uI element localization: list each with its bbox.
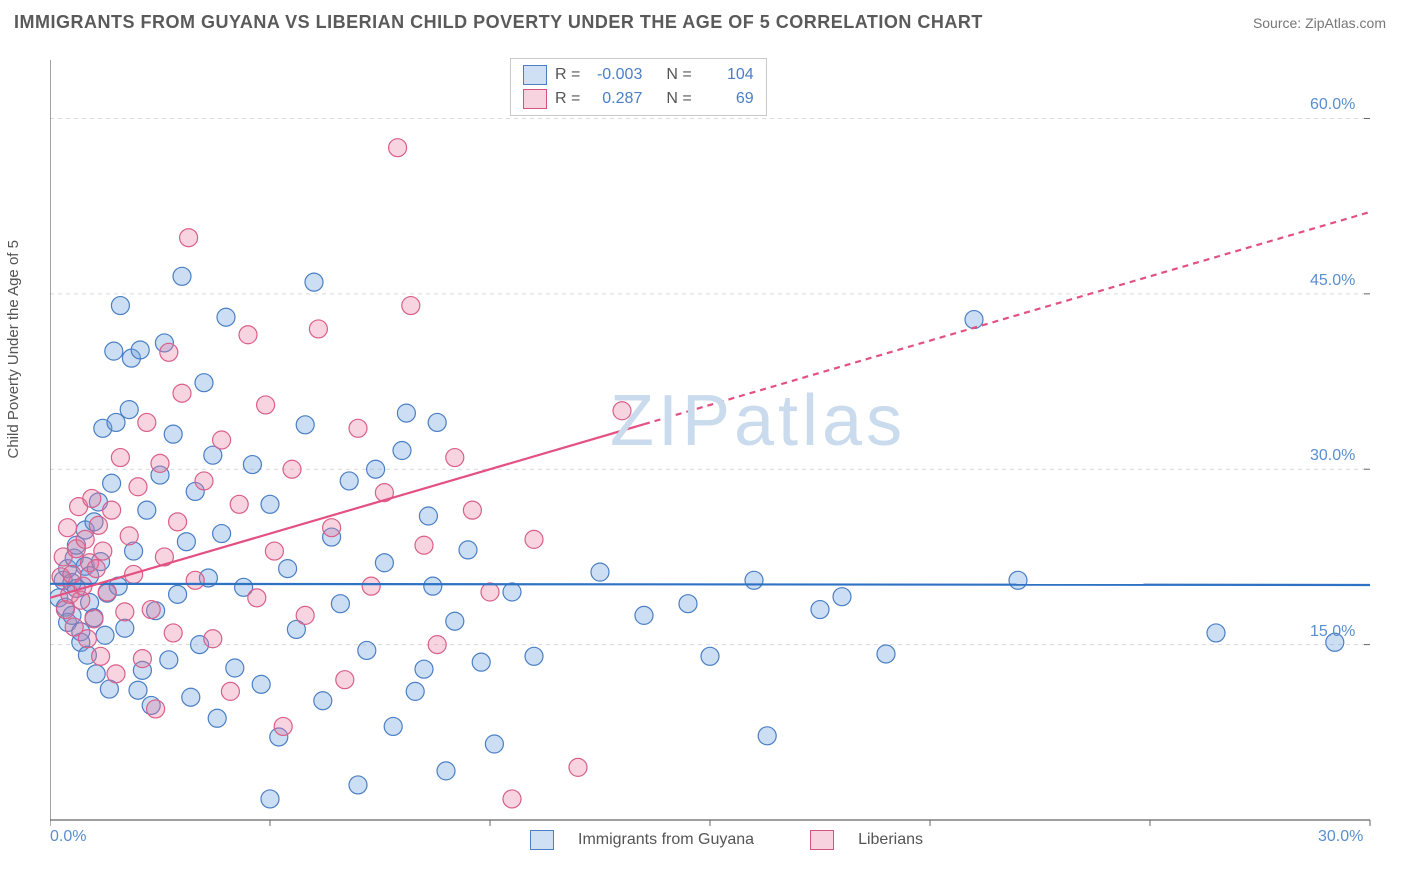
correlation-stats-box: R = -0.003 N = 104 R = 0.287 N = 69	[510, 58, 767, 116]
swatch-icon	[523, 65, 547, 85]
r-label: R =	[555, 87, 580, 111]
legend-label: Immigrants from Guyana	[578, 831, 754, 849]
r-label: R =	[555, 63, 580, 87]
y-tick-label: 30.0%	[1310, 447, 1355, 465]
scatter-plot	[50, 50, 1380, 850]
n-value: 104	[700, 63, 754, 87]
y-tick-label: 45.0%	[1310, 272, 1355, 290]
n-label: N =	[666, 63, 691, 87]
legend-label: Liberians	[858, 831, 923, 849]
source-attribution: Source: ZipAtlas.com	[1253, 15, 1386, 31]
y-axis-label: Child Poverty Under the Age of 5	[5, 240, 22, 458]
chart-title: IMMIGRANTS FROM GUYANA VS LIBERIAN CHILD…	[14, 12, 983, 33]
swatch-icon	[523, 89, 547, 109]
swatch-icon	[530, 830, 554, 850]
chart-header: IMMIGRANTS FROM GUYANA VS LIBERIAN CHILD…	[0, 0, 1406, 41]
chart-container: Child Poverty Under the Age of 5 ZIPatla…	[50, 50, 1380, 850]
r-value: 0.287	[588, 87, 642, 111]
x-tick-label: 0.0%	[50, 828, 86, 846]
swatch-icon	[810, 830, 834, 850]
n-label: N =	[666, 87, 691, 111]
n-value: 69	[700, 87, 754, 111]
stats-row: R = 0.287 N = 69	[523, 87, 754, 111]
x-tick-label: 30.0%	[1318, 828, 1363, 846]
y-tick-label: 15.0%	[1310, 623, 1355, 641]
stats-row: R = -0.003 N = 104	[523, 63, 754, 87]
r-value: -0.003	[588, 63, 642, 87]
series-legend: Immigrants from Guyana Liberians	[530, 830, 923, 850]
y-tick-label: 60.0%	[1310, 96, 1355, 114]
